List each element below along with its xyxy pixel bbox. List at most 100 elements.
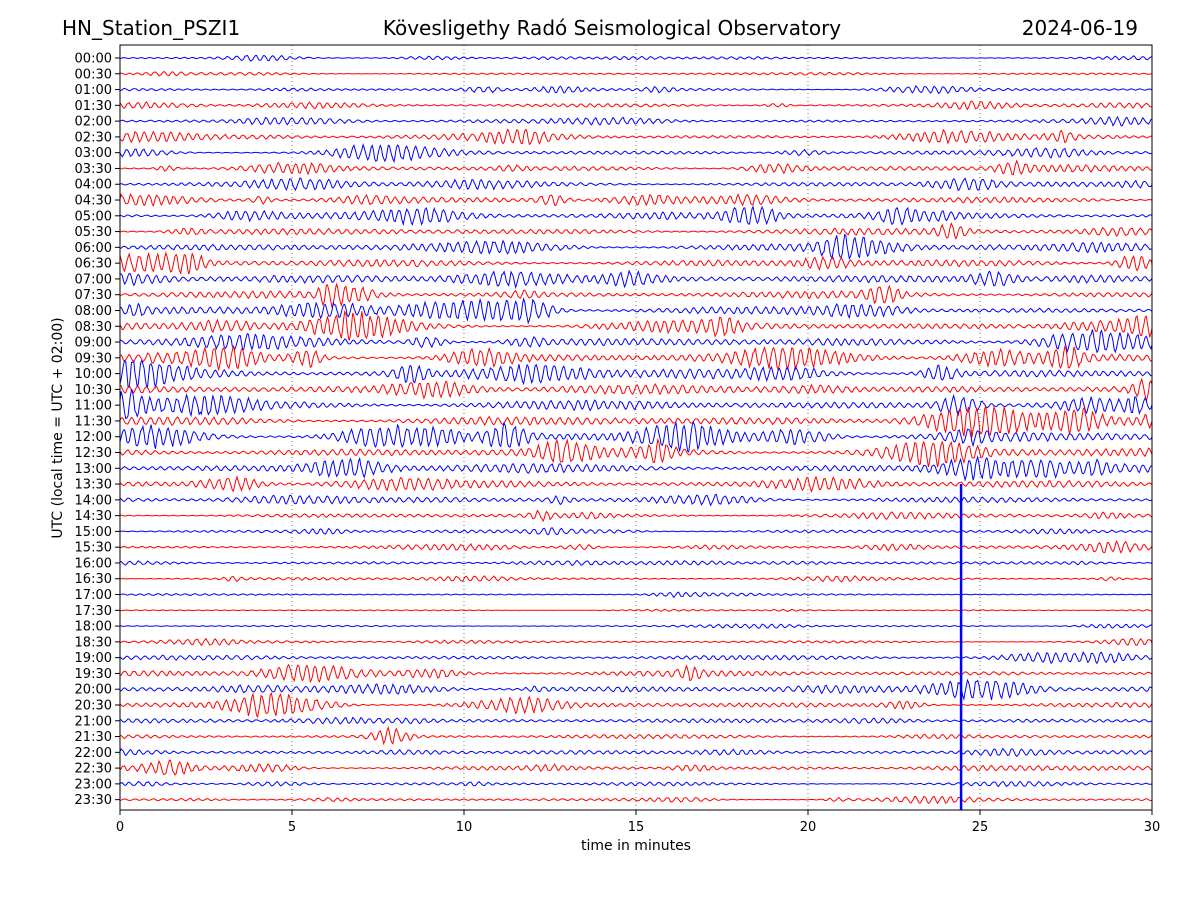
y-tick-label: 05:30 [75,225,112,240]
trace-row-1930 [119,663,1153,684]
y-tick-label: 07:30 [75,288,112,303]
y-tick-label: 22:30 [75,762,112,777]
y-tick-label: 16:00 [75,556,112,571]
x-tick-label: 25 [972,820,989,835]
y-tick-label: 14:00 [75,493,112,508]
trace-row-1500 [119,527,1153,536]
trace-row-0630 [119,251,1153,276]
y-tick-label: 02:30 [75,130,112,145]
trace-row-1800 [119,623,1153,629]
y-axis-ticks: 00:0000:3001:0001:3002:0002:3003:0003:30… [75,52,120,808]
observatory-title: Kövesligethy Radó Seismological Observat… [383,16,841,40]
y-tick-label: 03:30 [75,162,112,177]
trace-row-1730 [119,608,1153,612]
trace-row-0930 [119,345,1153,372]
y-tick-label: 22:00 [75,746,112,761]
y-tick-label: 04:30 [75,194,112,209]
y-tick-label: 01:00 [75,83,112,98]
y-tick-label: 09:30 [75,351,112,366]
y-axis-label: UTC (local time = UTC + 02:00) [50,317,66,538]
trace-row-0800 [119,297,1153,325]
y-tick-label: 03:00 [75,146,112,161]
y-tick-label: 15:00 [75,525,112,540]
y-tick-label: 18:30 [75,635,112,650]
trace-row-2000 [119,678,1153,701]
seismic-traces [119,54,1153,805]
trace-row-1530 [119,539,1153,554]
y-tick-label: 02:00 [75,115,112,130]
trace-row-1700 [119,591,1153,599]
y-tick-label: 08:30 [75,320,112,335]
y-tick-label: 21:30 [75,730,112,745]
trace-row-0330 [119,159,1153,176]
trace-row-0730 [119,282,1153,308]
trace-row-2200 [119,747,1153,758]
station-title: HN_Station_PSZI1 [62,16,240,40]
y-tick-label: 16:30 [75,572,112,587]
y-tick-label: 14:30 [75,509,112,524]
y-tick-label: 21:00 [75,714,112,729]
y-tick-label: 18:00 [75,620,112,635]
trace-row-0000 [119,54,1153,62]
trace-row-0230 [119,128,1153,146]
y-tick-label: 17:30 [75,604,112,619]
trace-row-0700 [119,269,1153,290]
y-tick-label: 20:00 [75,683,112,698]
x-tick-label: 10 [456,820,473,835]
trace-row-1300 [119,455,1153,482]
x-tick-label: 5 [288,820,296,835]
x-tick-label: 20 [800,820,817,835]
trace-row-1130 [119,405,1153,438]
trace-row-1900 [119,651,1153,665]
y-tick-label: 12:30 [75,446,112,461]
y-tick-label: 00:00 [75,52,112,67]
trace-row-2030 [119,692,1153,719]
y-tick-label: 12:00 [75,430,112,445]
trace-row-1030 [119,377,1153,402]
y-tick-label: 09:00 [75,336,112,351]
trace-row-2330 [119,795,1153,805]
y-tick-label: 15:30 [75,541,112,556]
trace-row-1630 [119,575,1153,583]
y-tick-label: 19:00 [75,651,112,666]
y-tick-label: 11:00 [75,399,112,414]
y-tick-label: 07:00 [75,272,112,287]
y-tick-label: 05:00 [75,209,112,224]
date-title: 2024-06-19 [1022,16,1138,40]
trace-row-0500 [119,205,1153,227]
x-tick-label: 30 [1144,820,1161,835]
trace-row-1000 [119,359,1153,389]
trace-row-0400 [120,177,1153,192]
trace-row-1830 [119,637,1153,647]
trace-row-0200 [119,115,1153,127]
trace-row-0600 [119,233,1153,260]
trace-row-0900 [119,329,1153,354]
trace-row-1230 [119,437,1153,468]
y-tick-label: 10:00 [75,367,112,382]
trace-row-1330 [119,475,1153,494]
y-tick-label: 17:00 [75,588,112,603]
y-tick-label: 23:00 [75,777,112,792]
y-tick-label: 13:30 [75,478,112,493]
trace-row-1200 [119,420,1153,453]
y-tick-label: 11:30 [75,414,112,429]
y-tick-label: 00:30 [75,67,112,82]
trace-row-0430 [119,193,1153,207]
trace-row-0830 [119,309,1153,341]
trace-row-0130 [119,100,1153,111]
x-tick-label: 15 [628,820,645,835]
trace-row-2130 [119,726,1153,745]
y-tick-label: 10:30 [75,383,112,398]
trace-row-1600 [119,560,1153,566]
trace-row-0100 [119,84,1153,95]
y-tick-label: 06:00 [75,241,112,256]
y-tick-label: 13:00 [75,462,112,477]
trace-row-2230 [119,759,1153,776]
y-tick-label: 04:00 [75,178,112,193]
trace-row-0300 [119,142,1153,164]
trace-row-1100 [119,388,1153,420]
y-tick-label: 01:30 [75,99,112,114]
y-tick-label: 20:30 [75,698,112,713]
